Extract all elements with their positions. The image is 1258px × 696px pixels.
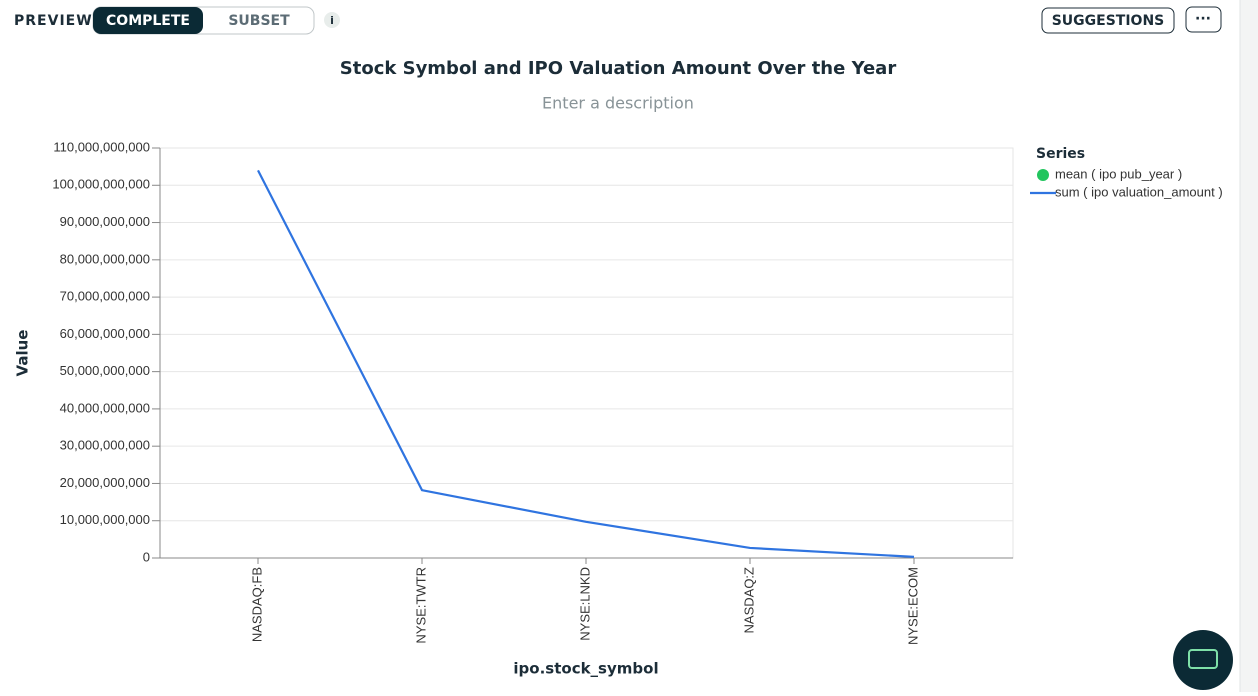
info-icon-text: i xyxy=(330,14,334,27)
chart-title: Stock Symbol and IPO Valuation Amount Ov… xyxy=(340,58,897,79)
mode-complete[interactable]: COMPLETE xyxy=(106,13,190,29)
y-tick-label: 20,000,000,000 xyxy=(60,475,150,490)
legend-swatch xyxy=(1037,169,1049,181)
x-tick-label: NASDAQ:FB xyxy=(249,567,264,642)
y-tick-label: 40,000,000,000 xyxy=(60,400,150,415)
series-line xyxy=(257,169,915,558)
mode-subset[interactable]: SUBSET xyxy=(228,13,290,29)
x-tick-label: NASDAQ:Z xyxy=(741,567,756,634)
legend-entry: mean ( ipo pub_year ) xyxy=(1055,166,1182,181)
x-tick-label: NYSE:LNKD xyxy=(577,567,592,641)
y-tick-label: 80,000,000,000 xyxy=(60,251,150,266)
x-axis-label: ipo.stock_symbol xyxy=(513,660,658,678)
y-tick-label: 30,000,000,000 xyxy=(60,438,150,453)
y-tick-label: 0 xyxy=(143,549,150,564)
y-axis-label: Value xyxy=(14,330,32,377)
y-tick-label: 60,000,000,000 xyxy=(60,326,150,341)
info-icon[interactable] xyxy=(324,12,340,28)
legend-entry: sum ( ipo valuation_amount ) xyxy=(1055,184,1223,199)
y-tick-label: 70,000,000,000 xyxy=(60,289,150,304)
more-text: ··· xyxy=(1195,11,1211,27)
scroll-gutter xyxy=(1240,0,1258,692)
y-tick-label: 50,000,000,000 xyxy=(60,363,150,378)
plot-area xyxy=(159,147,1014,559)
y-tick-label: 100,000,000,000 xyxy=(52,177,150,192)
chat-button[interactable] xyxy=(1173,630,1233,690)
x-tick-label: NYSE:TWTR xyxy=(413,567,428,644)
suggestions-text: SUGGESTIONS xyxy=(1052,13,1165,29)
y-tick-label: 10,000,000,000 xyxy=(60,512,150,527)
x-tick-label: NYSE:ECOM xyxy=(905,567,920,645)
preview-label: PREVIEW xyxy=(14,13,93,29)
chart-subtitle: Enter a description xyxy=(542,94,694,113)
chat-icon xyxy=(1188,649,1218,669)
suggestions-button[interactable] xyxy=(1041,7,1175,34)
legend-title: Series xyxy=(1036,146,1085,162)
y-tick-label: 110,000,000,000 xyxy=(53,139,150,154)
mode-complete-bg[interactable] xyxy=(93,7,203,34)
y-tick-label: 90,000,000,000 xyxy=(60,214,150,229)
more-button[interactable] xyxy=(1185,6,1222,33)
